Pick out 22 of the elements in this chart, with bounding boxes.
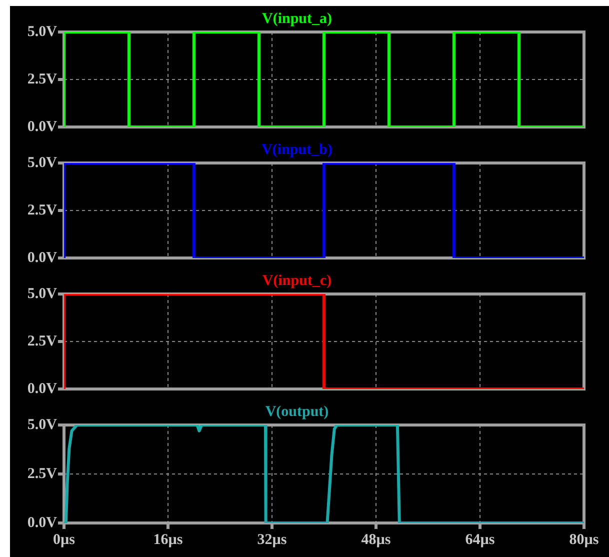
chart-title: V(output) bbox=[265, 404, 329, 420]
chart-title: V(input_c) bbox=[262, 272, 332, 289]
x-tick-label: 48µs bbox=[361, 532, 391, 548]
y-tick-label: 5.0V bbox=[27, 24, 58, 40]
y-tick-label: 0.0V bbox=[27, 514, 58, 531]
x-tick-label: 32µs bbox=[257, 532, 287, 548]
chart-title: V(input_b) bbox=[262, 142, 332, 158]
x-tick-label: 16µs bbox=[153, 532, 183, 548]
y-tick-label: 2.5V bbox=[27, 202, 58, 218]
y-tick-label: 5.0V bbox=[27, 286, 58, 302]
x-tick-label: 64µs bbox=[465, 532, 495, 548]
chart-title: V(input_a) bbox=[262, 10, 332, 27]
y-tick-label: 2.5V bbox=[27, 71, 58, 88]
y-tick-label: 5.0V bbox=[27, 154, 58, 171]
y-tick-label: 0.0V bbox=[27, 250, 58, 266]
y-tick-label: 2.5V bbox=[27, 466, 58, 482]
y-tick-label: 5.0V bbox=[27, 416, 58, 433]
y-tick-label: 2.5V bbox=[27, 333, 58, 350]
x-tick-label: 0µs bbox=[53, 532, 76, 548]
y-tick-label: 0.0V bbox=[27, 380, 58, 397]
y-tick-label: 0.0V bbox=[27, 118, 58, 135]
x-tick-label: 80µs bbox=[569, 532, 599, 548]
